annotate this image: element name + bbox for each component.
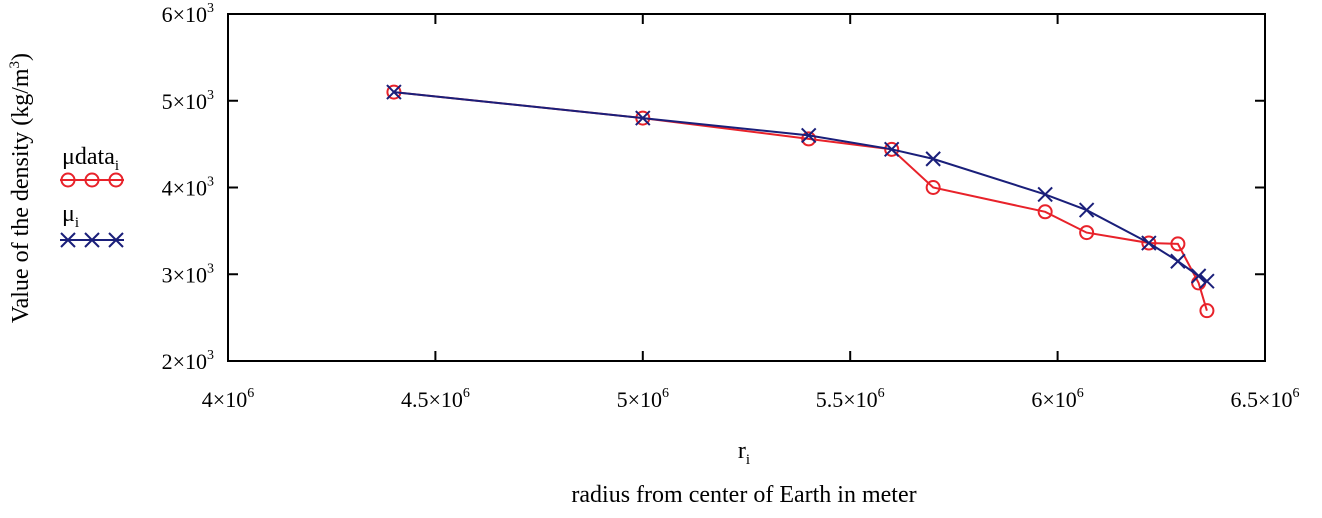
- series-2-point-5: [925, 151, 941, 167]
- legend-subscript-series-2: i: [75, 215, 79, 231]
- series-1-line: [393, 91, 1208, 311]
- series-layer: [386, 84, 1215, 319]
- x-tick-label-3: 5×106: [617, 386, 669, 412]
- series-1-point-3: [801, 131, 817, 147]
- y-axis-title: Value of the density (kg/m3): [7, 53, 34, 323]
- series-2-point-8-stroke-b: [1141, 235, 1157, 251]
- series-2-point-9-stroke-b: [1170, 253, 1186, 269]
- series-2-point-8: [1141, 235, 1157, 251]
- series-2-point-6-stroke-b: [1037, 186, 1053, 203]
- series-1-point-9: [1170, 236, 1186, 252]
- y-tick-label-1: 2×103: [162, 348, 214, 374]
- y-tick-label-exp: 3: [207, 175, 214, 190]
- series-2-point-2: [635, 110, 651, 126]
- legend-swatch-marker-2-1-stroke-b: [60, 232, 76, 248]
- x-axis-title: ri: [738, 438, 750, 468]
- series-2-point-3: [801, 127, 817, 144]
- series-1-point-11: [1199, 303, 1215, 319]
- legend-swatch-marker-1-2: [84, 172, 100, 188]
- x-tick-label-base: 4.5×10: [401, 387, 463, 412]
- series-1-point-8: [1141, 235, 1157, 251]
- x-tick-label-base: 6.5×10: [1231, 387, 1293, 412]
- x-tick-label-base: 6×10: [1031, 387, 1076, 412]
- series-2-point-1: [386, 84, 402, 100]
- series-1-point-7: [1079, 225, 1095, 241]
- x-tick-label-base: 4×10: [202, 387, 247, 412]
- y-tick-label-base: 6×10: [162, 2, 207, 27]
- legend-name-series-2: μ: [62, 201, 75, 227]
- y-tick-label-5: 6×103: [162, 1, 214, 27]
- legend-subscript-series-1: i: [115, 158, 119, 174]
- legend-swatch-series-2: [60, 232, 124, 248]
- x-axis-title-subscript: i: [746, 452, 750, 468]
- series-2-point-11-stroke-b: [1199, 273, 1215, 289]
- x-tick-label-5: 6×106: [1031, 386, 1083, 412]
- legend: μdatai μi: [60, 144, 124, 248]
- series-2-point-9: [1170, 253, 1186, 269]
- y-axis-title-suffix: ): [8, 53, 34, 61]
- x-axis-title-main: r: [738, 438, 746, 464]
- series-1-point-4: [884, 141, 900, 157]
- legend-label-series-1: μdatai: [62, 144, 119, 174]
- series-1-point-5: [925, 180, 941, 195]
- y-tick-label-base: 5×10: [162, 89, 207, 114]
- x-tick-label-6: 6.5×106: [1231, 386, 1300, 412]
- y-tick-label-exp: 3: [207, 1, 214, 16]
- x-tick-label-exp: 6: [662, 386, 669, 401]
- series-2-point-11: [1199, 273, 1215, 289]
- legend-swatch-marker-1-3: [108, 172, 124, 188]
- x-tick-label-2: 4.5×106: [401, 386, 470, 412]
- legend-swatch-marker-2-2-stroke-b: [84, 232, 100, 248]
- legend-swatch-marker-2-3-stroke-b: [108, 232, 124, 248]
- legend-name-series-1: μdata: [62, 144, 115, 170]
- legend-swatch-marker-2-3: [108, 232, 124, 248]
- y-tick-label-exp: 3: [207, 88, 214, 103]
- plot-frame: [227, 13, 1266, 362]
- series-2-point-7: [1078, 202, 1095, 218]
- series-2-point-5-stroke-b: [925, 151, 941, 167]
- series-2-point-6: [1037, 186, 1053, 203]
- x-tick-label-exp: 6: [247, 386, 254, 401]
- x-tick-labels: 4×106 4.5×106 5×106 5.5×106 6×106 6.5×106: [202, 386, 1300, 412]
- legend-swatch-marker-1-1: [60, 172, 76, 188]
- legend-label-series-2: μi: [62, 201, 79, 231]
- series-2-point-2-stroke-b: [635, 110, 651, 126]
- y-tick-label-4: 5×103: [162, 88, 214, 114]
- x-tick-label-exp: 6: [463, 386, 470, 401]
- series-2-point-4-stroke-b: [883, 141, 900, 158]
- series-2-point-4: [883, 141, 900, 158]
- series-2-line: [393, 91, 1208, 283]
- y-tick-label-3: 4×103: [162, 175, 214, 201]
- legend-swatch-marker-2-1: [60, 232, 76, 248]
- x-tick-label-base: 5.5×10: [816, 387, 878, 412]
- y-tick-label-exp: 3: [207, 348, 214, 363]
- series-2-point-10: [1190, 268, 1207, 284]
- legend-swatch-series-1: [60, 172, 124, 188]
- series-1-point-6: [1037, 204, 1053, 220]
- x-tick-label-exp: 6: [878, 386, 885, 401]
- y-tick-label-base: 2×10: [162, 349, 207, 374]
- x-tick-label-base: 5×10: [617, 387, 662, 412]
- y-tick-label-2: 3×103: [162, 261, 214, 287]
- x-tick-label-1: 4×106: [202, 386, 254, 412]
- y-tick-label-exp: 3: [207, 261, 214, 276]
- x-axis-caption: radius from center of Earth in meter: [571, 482, 916, 508]
- x-tick-label-4: 5.5×106: [816, 386, 885, 412]
- x-tick-label-exp: 6: [1077, 386, 1084, 401]
- y-tick-label-base: 3×10: [162, 262, 207, 287]
- series-2-point-10-stroke-b: [1190, 268, 1207, 284]
- legend-swatch-marker-2-2: [84, 232, 100, 248]
- series-2-point-7-stroke-b: [1078, 202, 1095, 218]
- tick-marks: [227, 13, 1266, 362]
- x-tick-label-exp: 6: [1292, 386, 1299, 401]
- y-axis-title-main: Value of the density (kg/m: [8, 68, 34, 323]
- series-2-point-1-stroke-b: [386, 84, 402, 100]
- y-tick-label-base: 4×10: [162, 176, 207, 201]
- series-2-point-3-stroke-b: [801, 127, 817, 144]
- y-axis-title-superscript: 3: [7, 61, 23, 69]
